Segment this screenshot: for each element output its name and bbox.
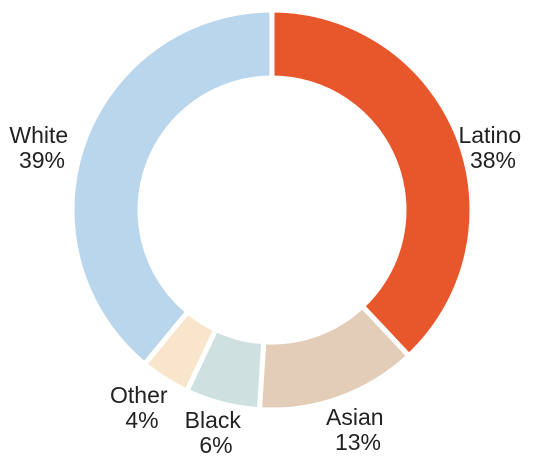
slice-white [69,7,275,368]
donut-slices [69,7,475,413]
slice-label-asian: Asian 13% [326,404,390,455]
slice-label-black: Black 6% [185,407,248,458]
slice-label-other: Other 4% [110,382,174,433]
slice-latino [269,7,475,360]
slice-label-latino: Latino 38% [458,122,527,173]
slice-label-white: White 39% [9,122,74,173]
donut-labels: Latino 38% Asian 13% Black 6% Other 4% W… [9,122,527,458]
